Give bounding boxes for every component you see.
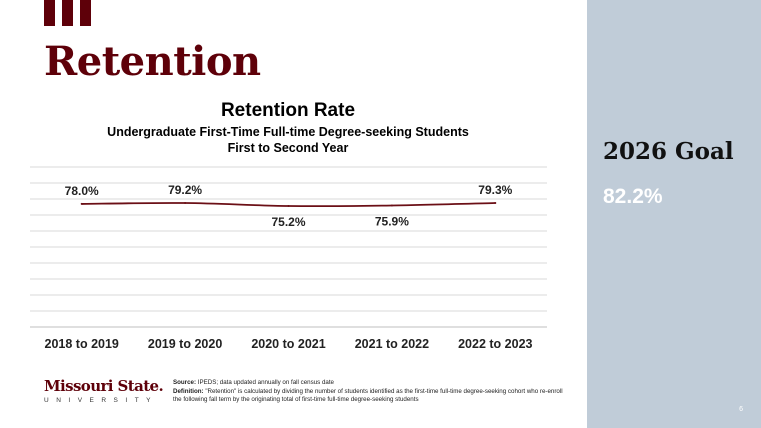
chart-subtitle-line-1: Undergraduate First-Time Full-time Degre…: [107, 125, 469, 139]
source-note: Source: IPEDS; data updated annually on …: [173, 379, 334, 386]
data-label-5: 79.3%: [478, 183, 512, 197]
chart-subtitle-line-2: First to Second Year: [227, 141, 349, 155]
x-tick-label-5: 2022 to 2023: [458, 337, 532, 351]
goal-label: 2026 Goal: [603, 138, 734, 165]
university-logo: Missouri State. UNIVERSITY: [44, 377, 164, 404]
data-point-3: [287, 205, 290, 207]
data-point-2: [184, 202, 187, 205]
data-label-1: 78.0%: [65, 184, 99, 198]
data-label-2: 79.2%: [168, 183, 202, 197]
goal-panel: 2026 Goal 82.2% 6: [587, 0, 761, 428]
data-point-1: [80, 202, 83, 205]
logo-subtitle: UNIVERSITY: [44, 397, 159, 404]
logo-wordmark: Missouri State.: [44, 377, 164, 395]
data-point-4: [390, 204, 393, 207]
retention-line-chart: 78.0% 79.2% 75.2% 75.9% 79.3% 2018 to 2019 201…: [30, 166, 547, 351]
x-tick-label-1: 2018 to 2019: [45, 337, 119, 351]
data-label-4: 75.9%: [375, 214, 409, 228]
chart-title: Retention Rate: [220, 100, 356, 121]
page-number: 6: [739, 406, 743, 413]
data-label-3: 75.2%: [271, 215, 305, 229]
goal-value: 82.2%: [603, 185, 663, 208]
data-point-5: [494, 201, 497, 204]
footnotes: Source: IPEDS; data updated annually on …: [173, 379, 568, 405]
definition-note: Definition: "Retention" is calculated by…: [173, 388, 563, 403]
page-title: Retention: [44, 38, 261, 85]
x-tick-label-4: 2021 to 2022: [355, 337, 429, 351]
x-tick-label-3: 2020 to 2021: [251, 337, 325, 351]
x-tick-label-2: 2019 to 2020: [148, 337, 222, 351]
